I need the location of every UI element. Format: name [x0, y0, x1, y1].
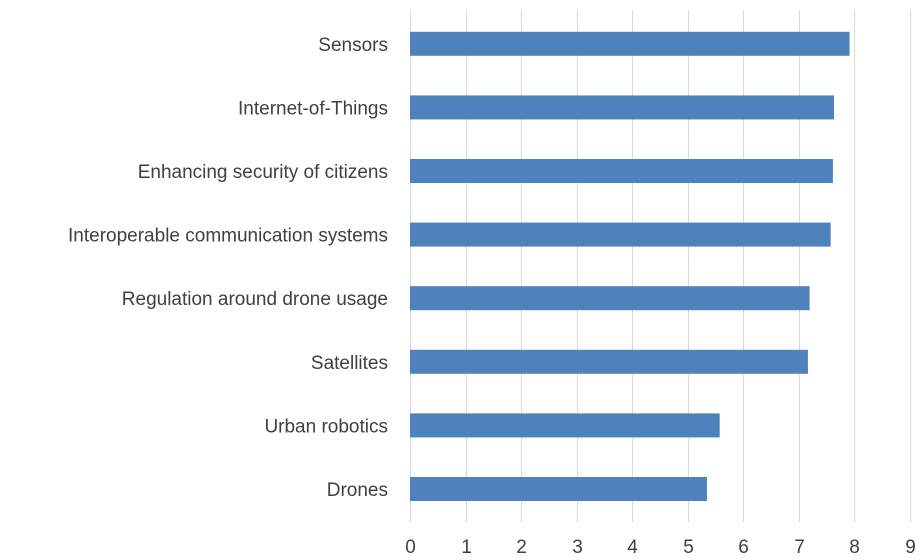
bars: [410, 31, 850, 501]
bar: [410, 477, 707, 501]
x-tick-label: 8: [849, 537, 860, 558]
x-tick-label: 1: [461, 537, 472, 558]
x-tick-label: 4: [627, 537, 638, 558]
x-tick-label: 6: [738, 537, 749, 558]
x-tick-label: 5: [683, 537, 694, 558]
category-label: Interoperable communication systems: [68, 226, 388, 247]
bar: [410, 286, 810, 311]
x-tick-label: 3: [572, 537, 583, 558]
bar: [410, 222, 831, 247]
x-axis-tick-labels: 0 1 2 3 4 5 6 7 8 9: [405, 537, 916, 558]
bar: [410, 95, 835, 120]
category-label: Internet-of-Things: [238, 98, 388, 119]
x-tick-label: 7: [794, 537, 805, 558]
category-label: Sensors: [318, 35, 388, 56]
gridlines: [410, 10, 911, 522]
bar: [410, 31, 850, 56]
category-labels: Sensors Internet-of-Things Enhancing secur…: [68, 35, 388, 501]
category-label: Drones: [327, 480, 388, 501]
category-label: Satellites: [311, 353, 388, 374]
bar: [410, 413, 720, 438]
category-label: Urban robotics: [264, 416, 388, 437]
x-tick-label: 9: [905, 537, 916, 558]
bar: [410, 349, 808, 374]
category-label: Regulation around drone usage: [122, 289, 388, 310]
category-label: Enhancing security of citizens: [138, 162, 388, 183]
bar: [410, 159, 833, 183]
x-tick-label: 0: [405, 537, 416, 558]
x-tick-label: 2: [516, 537, 527, 558]
